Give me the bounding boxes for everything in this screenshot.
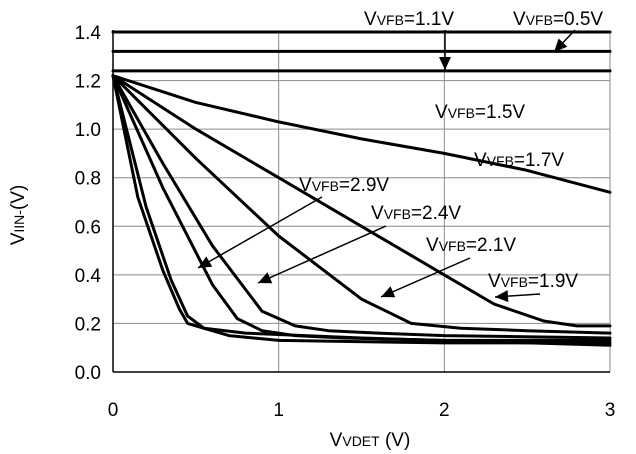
y-tick-label: 1.2 [75,72,101,93]
annotation-label-vfb-1.1v: VVFB=1.1V [364,9,454,30]
annotation-label-vfb-2.1v: VVFB=2.1V [426,235,516,256]
series-line-vfb-1.9v [111,74,612,328]
annotation-label-vfb-1.5v: VVFB=1.5V [435,102,525,123]
arrow-vfb-2.4v-head [258,272,273,284]
arrow-vfb-2.9v-shaft [197,196,323,269]
annotation-arrows [197,29,576,303]
series-line-vfb-1.7v [111,74,612,194]
annotation-label-vfb-1.7v: VVFB=1.7V [474,150,564,171]
y-tick-label: 0.0 [75,363,101,384]
series-line-vfb-2.1v [111,74,612,335]
annotation-label-vfb-1.9v: VVFB=1.9V [488,271,578,292]
annotation-label-vfb-2.9v: VVFB=2.9V [299,175,389,196]
series-line-curve-9 [111,74,612,347]
arrow-vfb-2.9v-head [198,256,213,268]
tick-labels: 0 1 2 3 0.0 0.2 0.4 0.6 0.8 1.0 1.2 1.4 [75,23,616,421]
annotation-label-vfb-2.4v: VVFB=2.4V [371,203,461,224]
annotation-label-vfb-0.5v: VVFB=0.5V [513,9,603,30]
x-tick-label: 1 [273,400,284,421]
y-tick-label: 0.2 [75,314,101,335]
pointer-vfb-1.9v-head [495,290,509,303]
y-tick-label: 1.4 [75,23,102,44]
series-group [111,30,612,347]
arrow-vfb-2.4v-shaft [257,225,387,284]
x-tick-label: 2 [439,400,450,421]
x-tick-label: 0 [108,400,119,421]
arrow-vfb-0.5v-head [554,38,568,52]
series-line-curve-8 [111,74,612,345]
series-line-vfb-2.4v [111,74,612,340]
pointer-vfb-2.1v-shaft [380,257,471,298]
x-tick-label: 3 [605,400,616,421]
pointer-vfb-2.1v-head [381,286,396,298]
y-tick-label: 0.6 [75,217,101,238]
y-axis-title: VIIN-(V) [8,185,29,246]
y-tick-label: 0.8 [75,169,101,190]
y-tick-label: 1.0 [75,120,101,141]
y-tick-label: 0.4 [75,266,102,287]
x-axis-title: VVDET (V) [330,430,411,451]
arrow-vfb-1.1v-head [439,57,451,70]
